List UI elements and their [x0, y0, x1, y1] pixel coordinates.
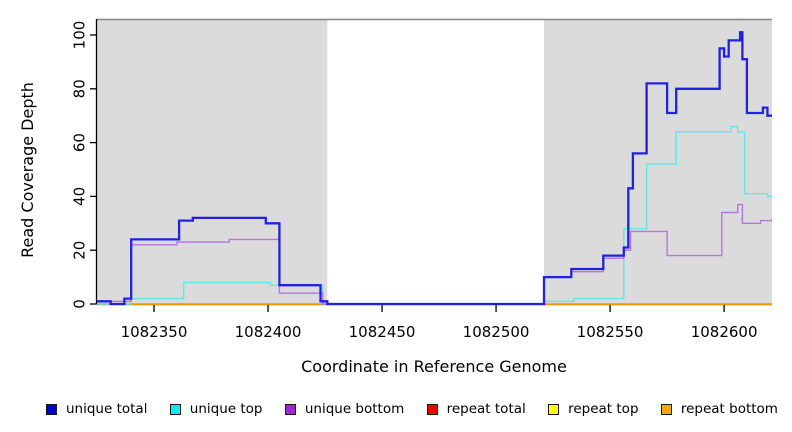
legend-item-unique-top: unique top [169, 401, 263, 417]
x-tick-label: 1082500 [463, 323, 530, 341]
legend-swatch-icon [169, 403, 181, 415]
y-tick-label: 100 [71, 21, 89, 50]
y-axis-title: Read Coverage Depth [18, 82, 37, 258]
legend-item-repeat-top: repeat top [548, 401, 639, 417]
y-tick-label: 0 [71, 299, 89, 309]
legend-label: unique total [66, 401, 148, 417]
legend-swatch-icon [660, 403, 672, 415]
legend-label: unique bottom [304, 401, 405, 417]
legend-swatch-icon [548, 403, 560, 415]
x-tick-label: 1082450 [349, 323, 416, 341]
legend-item-repeat-bottom: repeat bottom [660, 401, 778, 417]
x-tick-label: 1082350 [121, 323, 188, 341]
series-unique-top-line [97, 125, 772, 305]
x-tick-label: 1082600 [691, 323, 758, 341]
series-unique-total-line [97, 31, 772, 306]
legend-label: unique top [189, 401, 263, 417]
x-tick-label: 1082550 [577, 323, 644, 341]
legend-item-unique-bottom: unique bottom [284, 401, 405, 417]
y-tick-label: 80 [71, 79, 89, 98]
y-tick-label: 20 [71, 241, 89, 260]
legend-swatch-icon [284, 403, 296, 415]
legend-label: repeat top [568, 401, 639, 417]
shaded-repeat-region [97, 20, 328, 304]
legend-label: repeat bottom [680, 401, 778, 417]
legend-label: repeat total [446, 401, 526, 417]
x-tick-label: 1082400 [235, 323, 302, 341]
shaded-repeat-region [543, 20, 772, 304]
legend-item-repeat-total: repeat total [426, 401, 526, 417]
legend-item-unique-total: unique total [46, 401, 147, 417]
legend-swatch-icon [426, 403, 438, 415]
legend: unique total unique top unique bottom repea… [0, 396, 792, 422]
x-axis-title: Coordinate in Reference Genome [301, 357, 567, 376]
y-tick-label: 60 [71, 133, 89, 152]
y-tick-label: 40 [71, 187, 89, 206]
legend-swatch-icon [46, 403, 57, 415]
